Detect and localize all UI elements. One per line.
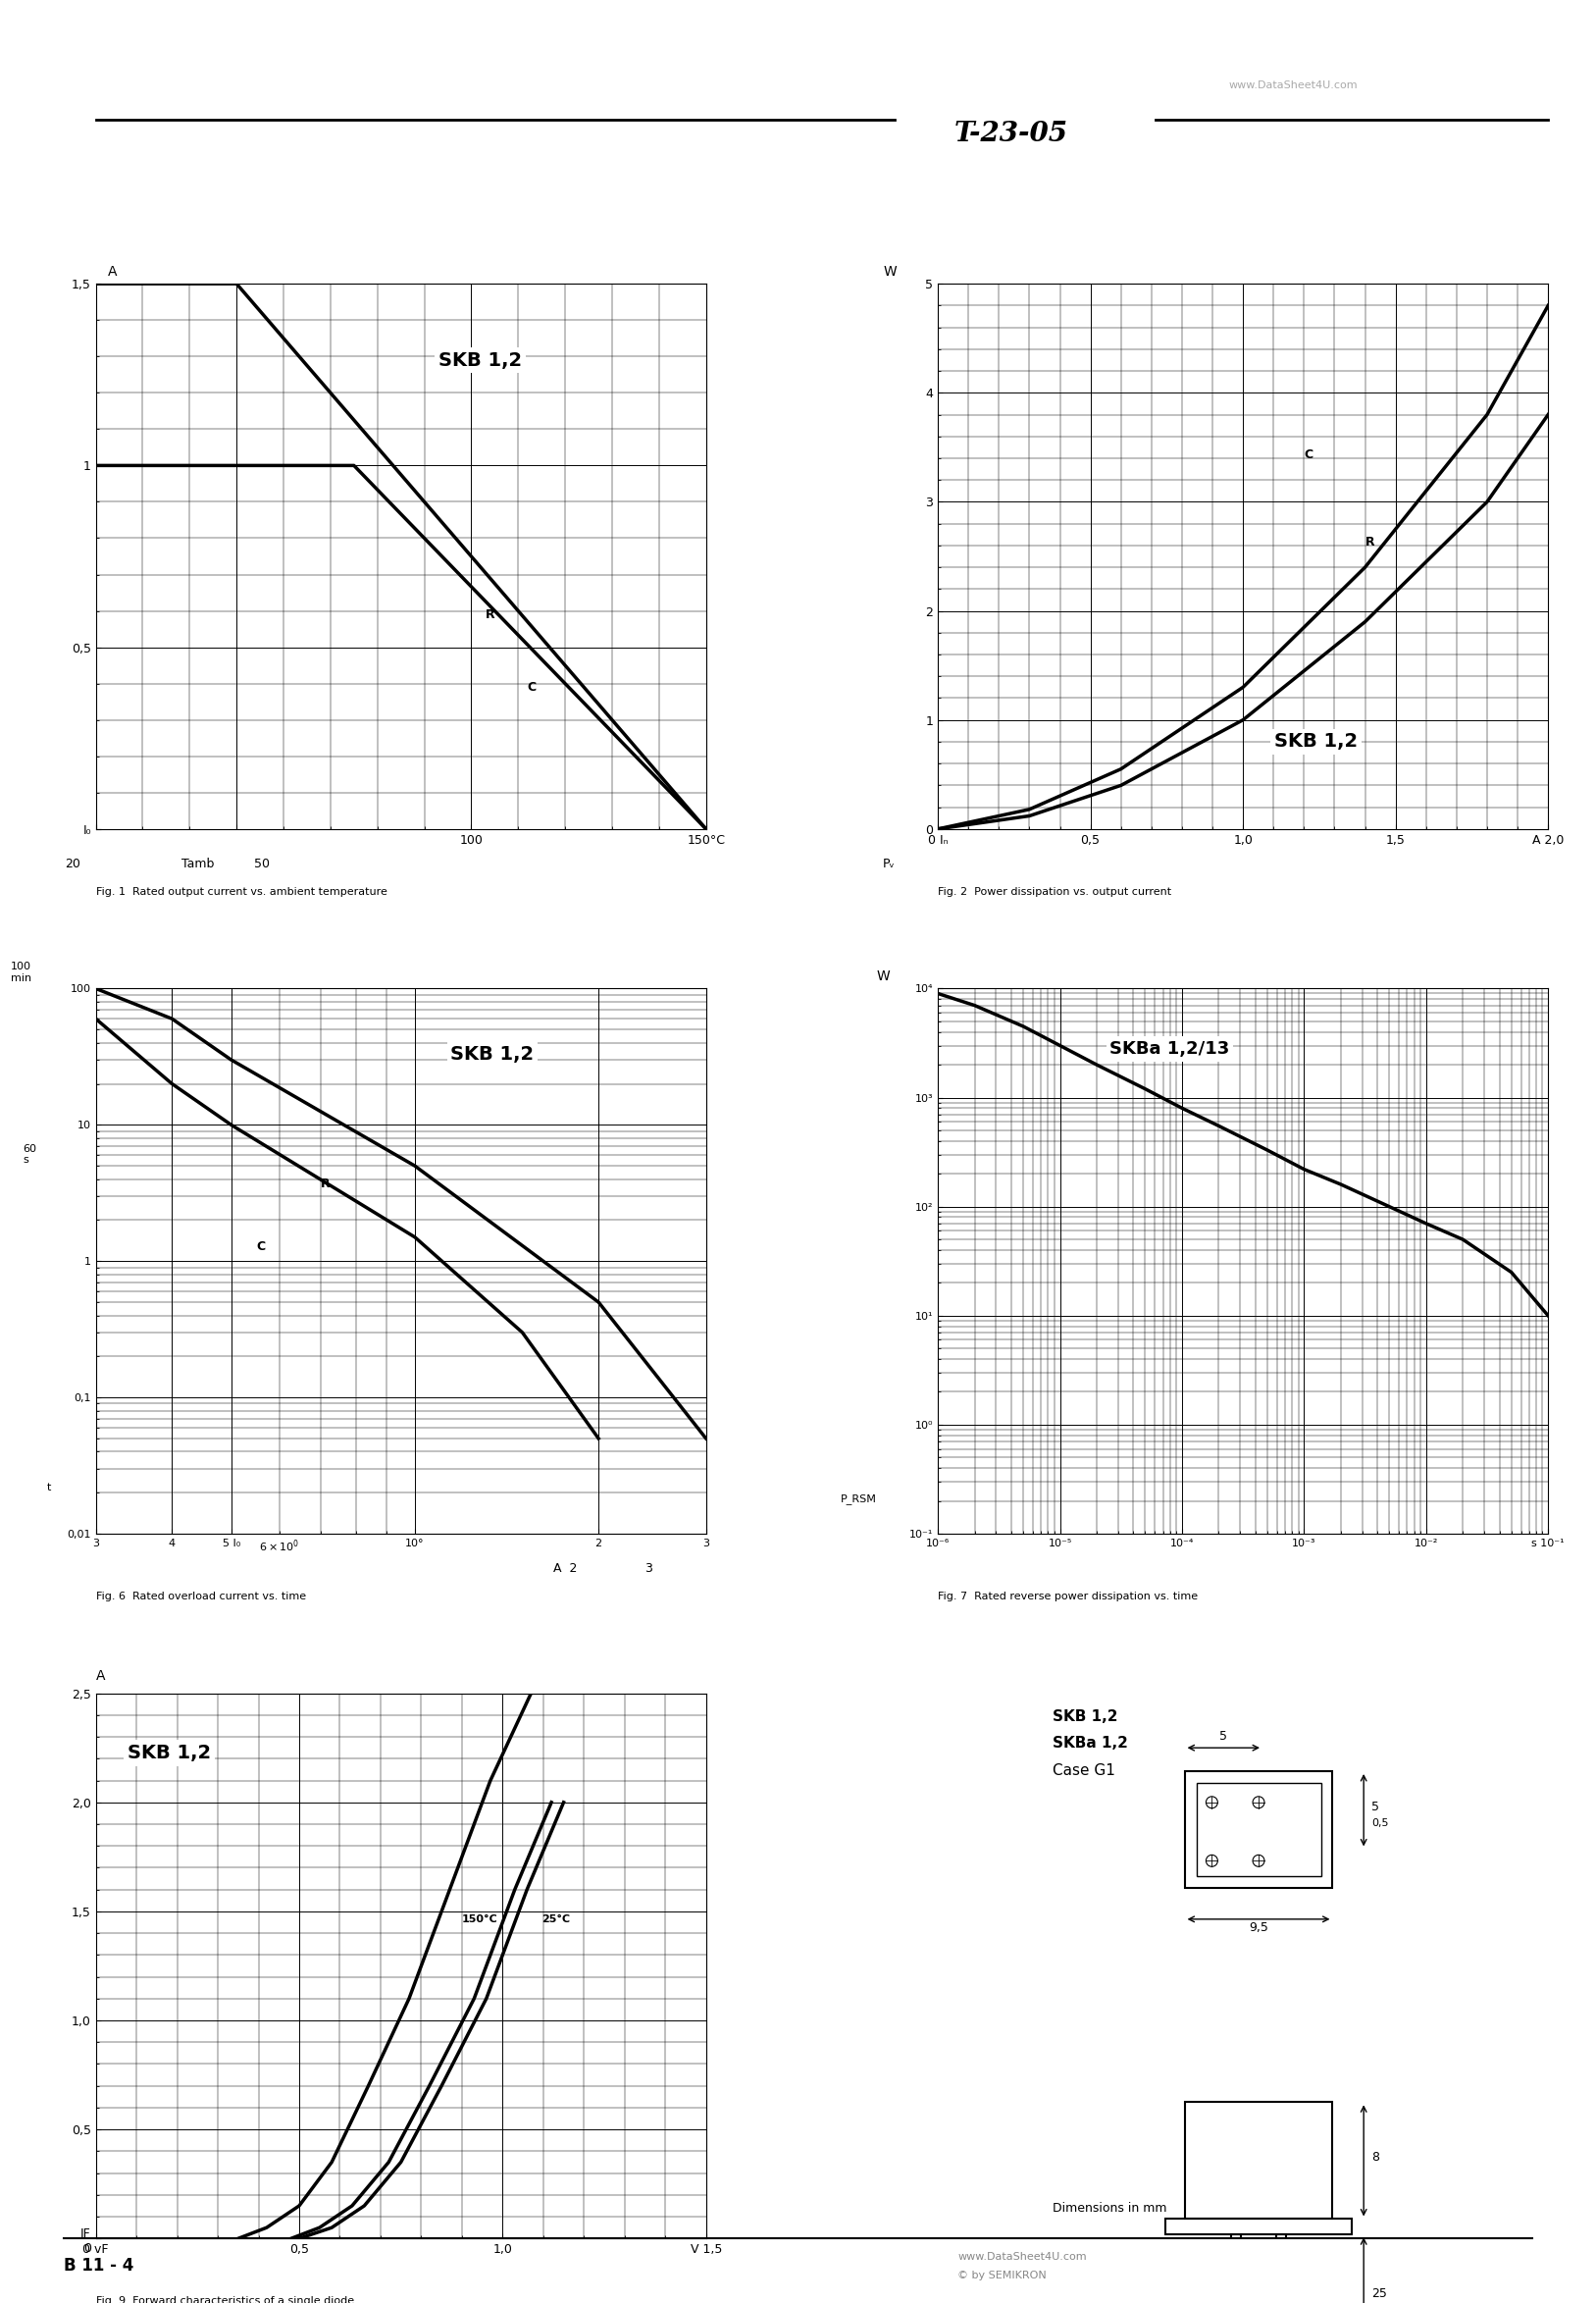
- Text: 150°C: 150°C: [461, 1914, 498, 1925]
- Text: 5: 5: [1371, 1801, 1379, 1812]
- Text: t: t: [46, 1483, 51, 1492]
- Text: A: A: [109, 265, 117, 279]
- Text: P_RSM: P_RSM: [839, 1492, 876, 1504]
- Text: 50: 50: [254, 857, 270, 871]
- Text: Fig. 7  Rated reverse power dissipation vs. time: Fig. 7 Rated reverse power dissipation v…: [938, 1591, 1199, 1601]
- Text: 8: 8: [1371, 2151, 1379, 2163]
- Bar: [1184, 2103, 1333, 2220]
- Text: SKB 1,2: SKB 1,2: [128, 1743, 211, 1762]
- Text: A: A: [96, 1670, 105, 1683]
- Text: C: C: [528, 682, 536, 693]
- Text: Fig. 2  Power dissipation vs. output current: Fig. 2 Power dissipation vs. output curr…: [938, 887, 1171, 896]
- Text: R: R: [1365, 537, 1374, 548]
- Text: W: W: [876, 970, 891, 983]
- Bar: [1275, 2234, 1286, 2303]
- Text: 25°C: 25°C: [541, 1914, 570, 1925]
- Text: 9,5: 9,5: [1248, 1921, 1269, 1935]
- Text: SKBa 1,2/13: SKBa 1,2/13: [1109, 1041, 1231, 1057]
- Text: T-23-05: T-23-05: [954, 120, 1068, 147]
- Text: 5: 5: [1219, 1730, 1227, 1743]
- Text: 0,5: 0,5: [1371, 1817, 1389, 1829]
- Bar: [1197, 1783, 1321, 1877]
- Text: SKB 1,2: SKB 1,2: [439, 350, 522, 368]
- Bar: [1232, 2234, 1242, 2303]
- Text: SKBa 1,2: SKBa 1,2: [1052, 1736, 1128, 1750]
- Text: 20: 20: [65, 857, 81, 871]
- Text: Case G1: Case G1: [1052, 1764, 1116, 1778]
- Text: Fig. 1  Rated output current vs. ambient temperature: Fig. 1 Rated output current vs. ambient …: [96, 887, 386, 896]
- Text: A  2: A 2: [554, 1561, 578, 1575]
- Text: www.DataSheet4U.com: www.DataSheet4U.com: [1229, 81, 1358, 90]
- Text: Tamb: Tamb: [182, 857, 214, 871]
- Text: 60
s: 60 s: [22, 1145, 37, 1165]
- Text: 3: 3: [645, 1561, 653, 1575]
- Text: C: C: [257, 1241, 265, 1253]
- Text: SKB 1,2: SKB 1,2: [450, 1046, 535, 1064]
- Bar: [1165, 2220, 1352, 2234]
- Text: Pᵥ: Pᵥ: [883, 857, 895, 871]
- Text: W: W: [883, 265, 897, 279]
- Text: 25: 25: [1371, 2287, 1387, 2301]
- Text: Fig. 9  Forward characteristics of a single diode: Fig. 9 Forward characteristics of a sing…: [96, 2296, 354, 2303]
- Bar: [1184, 1771, 1333, 1888]
- Text: © by SEMIKRON: © by SEMIKRON: [958, 2271, 1047, 2280]
- Text: C: C: [1304, 449, 1314, 461]
- Text: SKB 1,2: SKB 1,2: [1052, 1709, 1117, 1723]
- Text: 100
min: 100 min: [10, 963, 30, 983]
- Text: R: R: [485, 608, 495, 622]
- Text: SKB 1,2: SKB 1,2: [1275, 732, 1358, 751]
- Text: Fig. 6  Rated overload current vs. time: Fig. 6 Rated overload current vs. time: [96, 1591, 306, 1601]
- Text: www.DataSheet4U.com: www.DataSheet4U.com: [958, 2252, 1087, 2262]
- Text: R: R: [321, 1177, 330, 1191]
- Text: Dimensions in mm: Dimensions in mm: [1052, 2202, 1167, 2215]
- Text: B 11 - 4: B 11 - 4: [64, 2257, 134, 2275]
